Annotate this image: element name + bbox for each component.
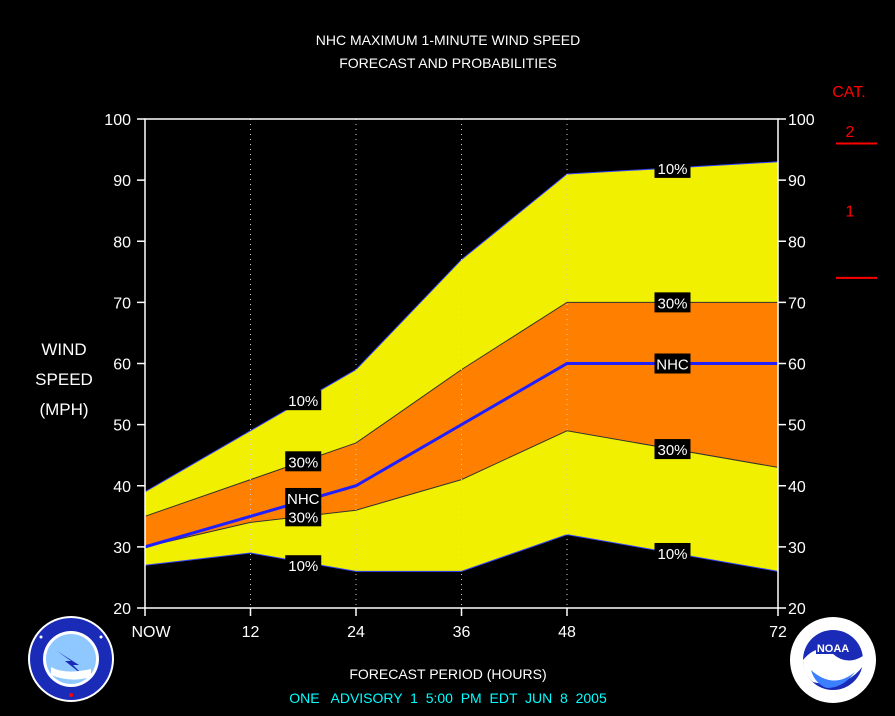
y-tick-label-right: 90 (788, 173, 806, 190)
nws-logo (28, 616, 114, 702)
series-label-box (654, 542, 691, 563)
series-label-text: 10% (288, 558, 318, 575)
series-label: 10% (285, 390, 322, 411)
y-tick-label: 60 (113, 357, 131, 374)
nws-logo-star (69, 693, 73, 697)
x-tick-label: 36 (453, 624, 471, 641)
noaa-wave-icon (811, 670, 855, 688)
chart-title-line-2: FORECAST AND PROBABILITIES (339, 55, 557, 71)
series-label-box (654, 157, 691, 178)
x-axis-title: FORECAST PERIOD (HOURS) (349, 666, 546, 682)
series-label-box (285, 451, 322, 472)
series-label-text: 30% (657, 442, 687, 459)
series-label: 30% (285, 451, 322, 472)
series-label-text: NHC (287, 491, 320, 508)
series-label-text: 10% (657, 546, 687, 563)
x-tick-label: 72 (769, 624, 787, 641)
series-label: 30% (285, 506, 322, 527)
x-tick-label: 12 (242, 624, 260, 641)
x-axis: NOW 12 24 36 48 72 (131, 608, 787, 641)
y-tick-label: 80 (113, 234, 131, 251)
series-label-text: NHC (656, 357, 689, 374)
y-axis-title-line-2: SPEED (35, 370, 93, 389)
noaa-logo: NOAA (790, 617, 876, 703)
series-label-box (285, 555, 322, 576)
advisory-text: ONE ADVISORY 1 5:00 PM EDT JUN 8 2005 (289, 690, 607, 706)
nws-logo-dot (99, 635, 103, 639)
series-label: 10% (654, 542, 691, 563)
series-line-0 (144, 161, 779, 493)
category-label: 1 (846, 204, 855, 221)
series-label-text: 30% (288, 454, 318, 471)
series-label-box (285, 487, 322, 508)
cloud-icon (51, 667, 91, 680)
y-axis-title-line-1: WIND (41, 340, 86, 359)
series-label: NHC (285, 487, 322, 508)
nhc-line-path (144, 362, 778, 549)
category-title: CAT. (832, 84, 865, 101)
series-label-text: 10% (288, 393, 318, 410)
series-label-box (654, 353, 691, 374)
noaa-text-backdrop (816, 642, 850, 654)
y-tick-label: 100 (104, 112, 131, 129)
y-tick-label-right: 70 (788, 295, 806, 312)
y-tick-label-right: 50 (788, 418, 806, 435)
series-label: 10% (285, 555, 322, 576)
noaa-logo-text: NOAA (817, 643, 849, 655)
chart-title: NHC MAXIMUM 1-MINUTE WIND SPEED FORECAST… (316, 32, 580, 71)
series-line-4 (144, 534, 779, 572)
y-tick-label: 20 (113, 601, 131, 618)
y-tick-label-right: 40 (788, 479, 806, 496)
y-axis-left: 20 30 40 50 60 70 80 90 100 (104, 112, 145, 618)
x-tick-label: NOW (131, 624, 171, 641)
y-axis-right: 20 30 40 50 60 70 80 90 100 (778, 112, 815, 618)
series-label: NHC (654, 353, 691, 374)
series-label-text: 30% (657, 295, 687, 312)
series-line-1 (144, 301, 778, 517)
y-tick-label: 40 (113, 479, 131, 496)
y-axis-title: WIND SPEED (MPH) (35, 340, 93, 419)
category-scale: CAT. 1 2 (832, 84, 877, 279)
y-tick-label-right: 100 (788, 112, 815, 129)
chart-title-line-1: NHC MAXIMUM 1-MINUTE WIND SPEED (316, 32, 580, 48)
noaa-bird-icon (803, 649, 863, 684)
lightning-bolt-icon (57, 651, 85, 677)
y-tick-label-right: 60 (788, 357, 806, 374)
nws-logo-dot (39, 635, 43, 639)
x-tick-label: 24 (347, 624, 365, 641)
series-line-3 (144, 430, 779, 548)
y-tick-label: 70 (113, 295, 131, 312)
x-tick-label: 48 (558, 624, 576, 641)
category-label: 2 (846, 124, 855, 141)
series-label-box (285, 390, 322, 411)
series-label-box (654, 439, 691, 460)
y-tick-label: 50 (113, 418, 131, 435)
y-axis-title-line-3: (MPH) (39, 400, 88, 419)
series-label-box (654, 292, 691, 313)
y-tick-label-right: 30 (788, 540, 806, 557)
series-label: 30% (654, 439, 691, 460)
series-label-text: 10% (657, 161, 687, 178)
y-tick-label-right: 80 (788, 234, 806, 251)
series-label: 30% (654, 292, 691, 313)
y-tick-label: 30 (113, 540, 131, 557)
series-label: 10% (654, 157, 691, 178)
y-tick-label: 90 (113, 173, 131, 190)
y-tick-label-right: 20 (788, 601, 806, 618)
series-label-text: 30% (288, 509, 318, 526)
nhc-forecast-line (144, 362, 778, 549)
series-label-box (285, 506, 322, 527)
